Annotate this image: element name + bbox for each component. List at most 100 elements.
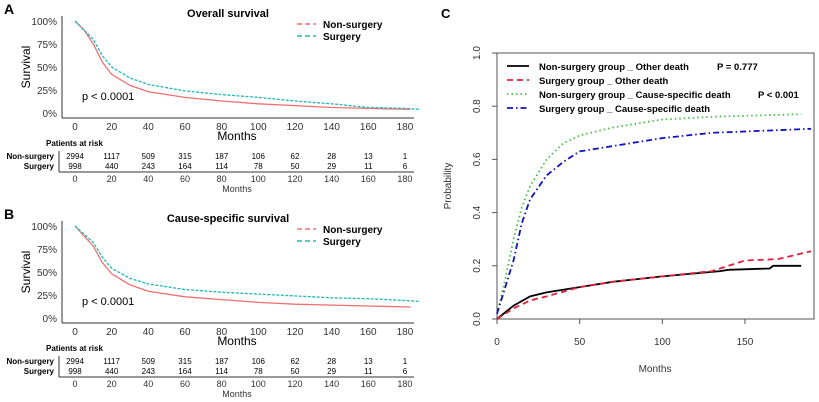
risk-cell: 440 — [105, 367, 119, 376]
risk-cell: 11 — [364, 367, 373, 376]
risk-cell: 243 — [142, 367, 156, 376]
x-tick-label: 50 — [574, 337, 586, 348]
panel-label: C — [441, 6, 451, 21]
legend-label: Non-surgery group _ Other death — [539, 62, 689, 73]
plot-frame — [496, 52, 815, 320]
risk-x-tick-label: 60 — [180, 174, 190, 184]
risk-cell: 509 — [142, 152, 156, 161]
risk-cell: 998 — [68, 162, 82, 171]
x-tick-label: 140 — [323, 122, 340, 133]
y-axis-label: Survival — [19, 46, 33, 89]
risk-cell: 440 — [105, 162, 119, 171]
risk-cell: 1117 — [103, 152, 120, 161]
x-tick-label: 40 — [143, 327, 155, 338]
y-axis-label: Probability — [443, 163, 454, 210]
risk-cell: 29 — [327, 367, 336, 376]
x-tick-label: 180 — [397, 122, 414, 133]
y-tick-label: 100% — [31, 222, 57, 233]
risk-x-tick-label: 20 — [107, 379, 117, 389]
risk-x-tick-label: 160 — [361, 379, 376, 389]
y-tick-label: 0.4 — [472, 205, 483, 219]
risk-x-tick-label: 0 — [72, 379, 77, 389]
risk-row-label: Non-surgery — [6, 357, 54, 366]
legend-label: Non-surgery — [323, 20, 383, 31]
panel-label: B — [4, 206, 14, 222]
y-tick-label: 0.2 — [472, 258, 483, 272]
x-axis-label: Months — [639, 364, 672, 375]
y-tick-label: 1.0 — [472, 46, 483, 60]
x-tick-label: 60 — [179, 122, 191, 133]
x-tick-label: 160 — [360, 122, 377, 133]
series-line — [496, 264, 802, 320]
risk-x-tick-label: 80 — [217, 174, 227, 184]
risk-cell: 62 — [291, 152, 300, 161]
y-tick-label: 75% — [37, 40, 57, 51]
risk-x-tick-label: 160 — [361, 174, 376, 184]
series-line-non-surgery — [74, 225, 411, 308]
risk-cell: 114 — [215, 162, 228, 171]
risk-cell: 50 — [291, 367, 300, 376]
risk-row-label: Surgery — [24, 162, 55, 171]
y-tick-label: 0.6 — [472, 152, 483, 166]
risk-cell: 50 — [291, 162, 300, 171]
risk-cell: 164 — [178, 367, 192, 376]
chart-title: Cause-specific survival — [167, 213, 289, 225]
risk-cell: 509 — [142, 357, 156, 366]
risk-x-tick-label: 180 — [397, 379, 412, 389]
risk-cell: 6 — [403, 367, 408, 376]
risk-table-title: Patients at risk — [46, 344, 103, 353]
risk-row-label: Non-surgery — [6, 152, 54, 161]
x-tick-label: 120 — [287, 122, 304, 133]
y-tick-label: 100% — [31, 17, 57, 28]
p-value-annotation: p < 0.0001 — [82, 296, 134, 308]
risk-x-tick-label: 0 — [72, 174, 77, 184]
panel-label: A — [4, 1, 14, 17]
x-tick-label: 140 — [323, 327, 340, 338]
risk-cell: 114 — [215, 367, 228, 376]
risk-x-tick-label: 120 — [287, 174, 302, 184]
risk-cell: 1117 — [103, 357, 120, 366]
risk-cell: 1 — [403, 357, 408, 366]
risk-x-tick-label: 120 — [287, 379, 302, 389]
risk-x-tick-label: 100 — [251, 379, 266, 389]
y-tick-label: 25% — [37, 291, 57, 302]
risk-cell: 315 — [178, 152, 192, 161]
x-axis-label: Months — [217, 334, 256, 348]
risk-x-tick-label: 40 — [143, 174, 153, 184]
risk-cell: 164 — [178, 162, 192, 171]
legend-label: Surgery — [323, 32, 361, 43]
risk-x-axis-label: Months — [222, 389, 252, 399]
legend-label: Surgery group _ Other death — [539, 76, 669, 87]
series-line-non-surgery — [74, 20, 411, 110]
series-line — [496, 250, 812, 320]
x-tick-label: 160 — [360, 327, 377, 338]
risk-cell: 315 — [178, 357, 192, 366]
risk-x-axis-label: Months — [222, 184, 252, 194]
y-tick-label: 0% — [43, 109, 58, 120]
series-line-surgery — [74, 20, 420, 110]
risk-cell: 29 — [327, 162, 336, 171]
risk-cell: 187 — [215, 357, 229, 366]
legend-label: Non-surgery group _ Cause-specific death — [539, 90, 731, 101]
y-axis-label: Survival — [19, 251, 33, 294]
risk-cell: 2994 — [66, 152, 84, 161]
risk-table-title: Patients at risk — [46, 139, 103, 148]
legend-label: Surgery group _ Cause-specific death — [539, 104, 710, 115]
risk-cell: 106 — [252, 357, 266, 366]
risk-cell: 28 — [327, 152, 336, 161]
series-line — [496, 113, 802, 314]
x-tick-label: 100 — [250, 122, 267, 133]
risk-cell: 243 — [142, 162, 156, 171]
risk-cell: 13 — [364, 152, 373, 161]
risk-cell: 998 — [68, 367, 82, 376]
y-tick-label: 0.8 — [472, 99, 483, 113]
risk-cell: 13 — [364, 357, 373, 366]
x-tick-label: 100 — [250, 327, 267, 338]
legend-label: Non-surgery — [323, 225, 383, 236]
risk-x-tick-label: 80 — [217, 379, 227, 389]
x-tick-label: 20 — [106, 327, 118, 338]
x-tick-label: 120 — [287, 327, 304, 338]
x-tick-label: 0 — [72, 122, 78, 133]
risk-cell: 62 — [291, 357, 300, 366]
